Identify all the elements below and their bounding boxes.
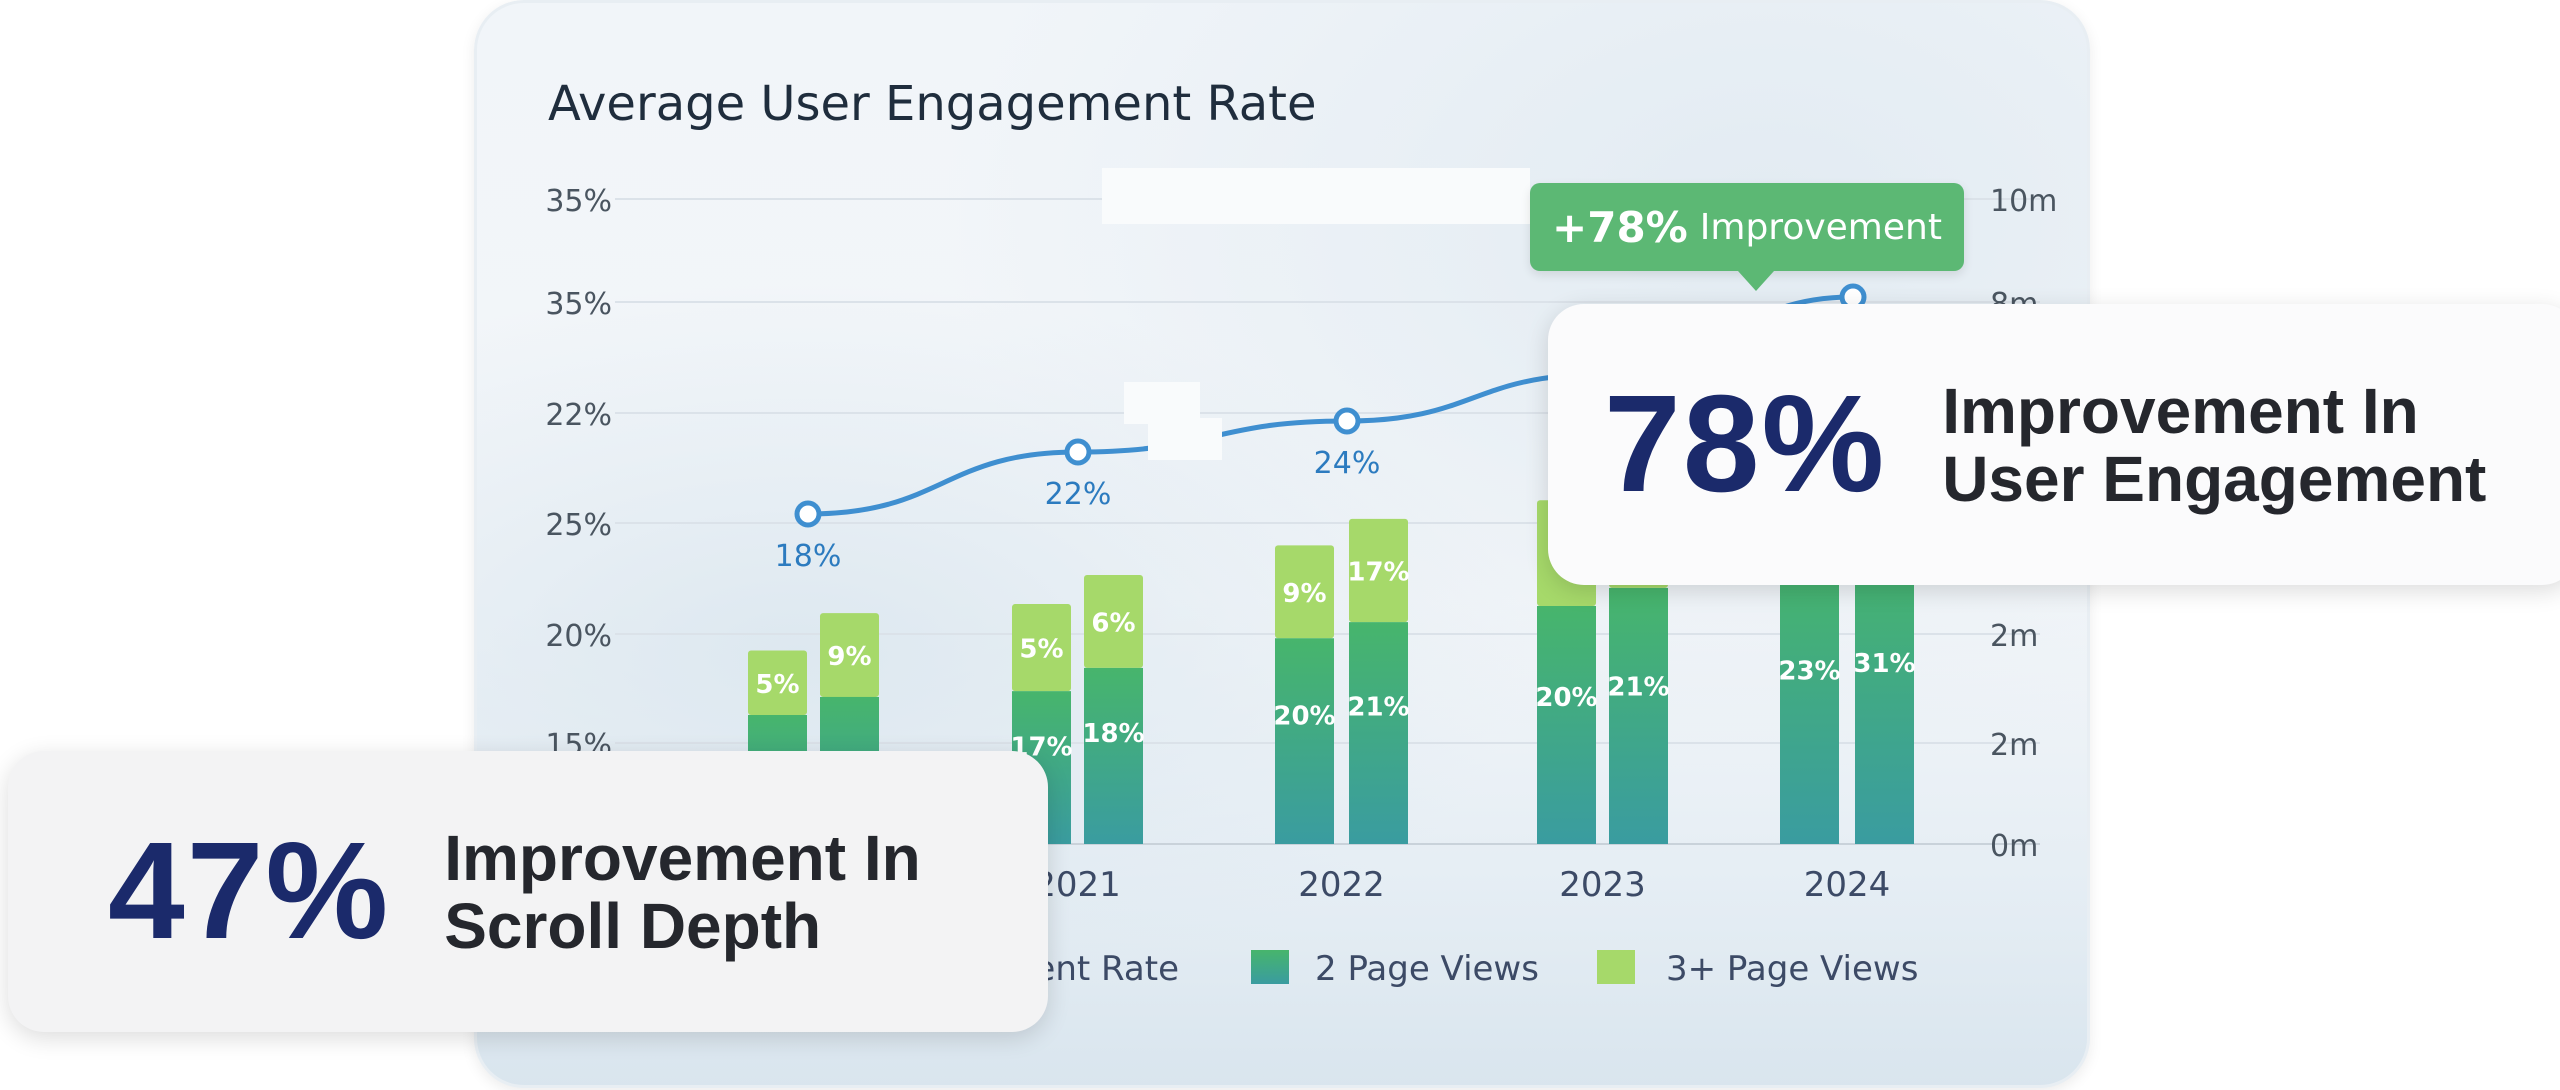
bar-2-page-views xyxy=(1609,587,1668,844)
bar-label: 18% xyxy=(1082,719,1144,749)
bar-label: 21% xyxy=(1607,672,1669,702)
line-point-label: 18% xyxy=(775,539,842,574)
bar-3plus-page-views xyxy=(748,650,807,715)
stat-value: 78% xyxy=(1604,367,1887,521)
bar-label: 5% xyxy=(1019,635,1063,665)
engagement-stat-card: 78% Improvement In User Engagement xyxy=(1548,304,2560,585)
bar-3plus-page-views xyxy=(1349,518,1408,623)
x-axis-tick: 2021 xyxy=(1034,865,1121,905)
tooltip-text: Improvement xyxy=(1699,206,1942,248)
left-axis-tick: 20% xyxy=(545,619,612,654)
bar-2-page-views xyxy=(1537,605,1596,844)
bar-2-page-views xyxy=(1349,622,1408,844)
chart-title: Average User Engagement Rate xyxy=(548,76,1317,132)
line-point xyxy=(794,500,822,528)
x-axis-tick: 2024 xyxy=(1804,865,1891,905)
x-axis-tick: 2023 xyxy=(1559,865,1646,905)
left-axis-tick: 22% xyxy=(545,398,612,433)
white-patch xyxy=(1102,168,1530,224)
bar-label: 21% xyxy=(1347,692,1409,722)
improvement-tooltip: +78% Improvement xyxy=(1530,183,1964,291)
bar-label: 6% xyxy=(1091,608,1135,638)
legend-label: 3+ Page Views xyxy=(1666,949,1918,989)
stat-label-line1: Improvement In xyxy=(444,821,921,894)
bar-3plus-page-views xyxy=(820,613,879,697)
stat-label-line1: Improvement In xyxy=(1942,374,2419,447)
x-axis-tick: 2022 xyxy=(1298,865,1385,905)
bar-label: 17% xyxy=(1347,558,1409,588)
line-point-label: 22% xyxy=(1045,477,1112,512)
bar-3plus-page-views xyxy=(1012,604,1071,692)
left-axis-tick: 25% xyxy=(545,508,612,543)
right-axis-tick: 10m xyxy=(1990,184,2057,219)
legend-label: 2 Page Views xyxy=(1315,949,1539,989)
bar-label: 20% xyxy=(1273,702,1335,732)
legend-swatch xyxy=(1251,950,1289,984)
stat-label-line2: User Engagement xyxy=(1942,442,2487,515)
bar-label: 31% xyxy=(1853,649,1915,679)
line-point xyxy=(1333,407,1361,435)
white-patch xyxy=(1124,382,1200,424)
left-axis-tick: 35% xyxy=(545,287,612,322)
bar-label: 23% xyxy=(1778,656,1840,686)
bar-label: 20% xyxy=(1535,683,1597,713)
bar-2-page-views xyxy=(1855,547,1914,844)
right-axis-tick: 0m xyxy=(1990,829,2038,864)
bar-3plus-page-views xyxy=(1275,545,1334,639)
tooltip-value: +78% xyxy=(1552,202,1688,252)
stat-label-line2: Scroll Depth xyxy=(444,889,822,962)
white-patch xyxy=(1148,418,1222,460)
stat-value: 47% xyxy=(108,814,391,968)
bar-label: 9% xyxy=(827,642,871,672)
legend-swatch xyxy=(1597,950,1635,984)
bar-label: 5% xyxy=(755,670,799,700)
bar-2-page-views xyxy=(1084,667,1143,844)
bar-2-page-views xyxy=(1780,560,1839,844)
right-axis-tick: 2m xyxy=(1990,619,2038,654)
bar-label: 9% xyxy=(1282,579,1326,609)
scroll-depth-stat-card: 47% Improvement In Scroll Depth xyxy=(8,751,1048,1032)
line-point xyxy=(1064,438,1092,466)
line-point-label: 24% xyxy=(1314,446,1381,481)
bar-3plus-page-views xyxy=(1084,575,1143,668)
left-axis-tick: 35% xyxy=(545,184,612,219)
right-axis-tick: 2m xyxy=(1990,728,2038,763)
bar-2-page-views xyxy=(1275,638,1334,844)
